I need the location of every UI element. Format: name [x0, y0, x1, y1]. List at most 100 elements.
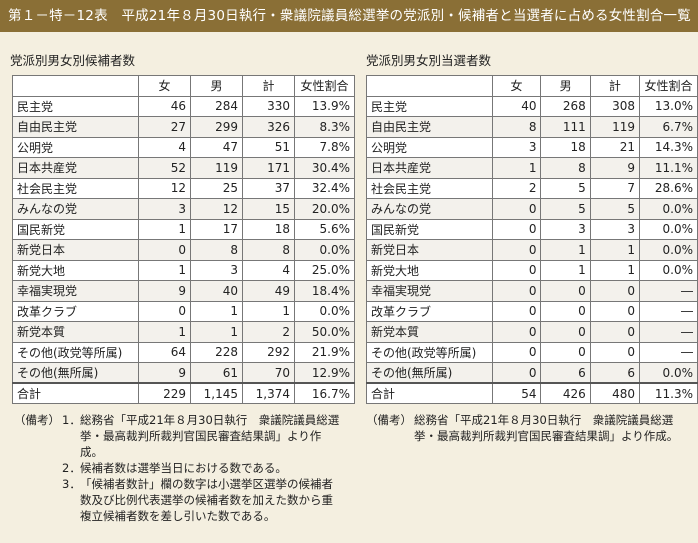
value-cell: 0 [589, 280, 641, 302]
party-name-cell: 新党大地 [366, 259, 493, 281]
table-row: 民主党 46 284 330 13.9% [12, 95, 355, 117]
value-cell: 1 [540, 239, 591, 261]
value-cell: 3 [138, 198, 191, 220]
value-cell: 292 [242, 341, 295, 363]
value-cell: 50.0% [294, 321, 355, 343]
value-cell: 1 [242, 300, 295, 322]
value-cell: 3 [190, 259, 243, 281]
value-cell: 0 [491, 218, 542, 240]
value-cell: 8.3% [294, 116, 355, 138]
value-cell: 6 [540, 362, 591, 384]
party-name-cell: 幸福実現党 [12, 280, 139, 302]
value-cell: 18.4% [294, 280, 355, 302]
table-row: 新党日本 0 1 1 0.0% [366, 239, 698, 261]
table-row: 民主党 40 268 308 13.0% [366, 95, 698, 117]
value-cell: 4 [242, 259, 295, 281]
value-cell: 20.0% [294, 198, 355, 220]
value-cell: 5 [540, 198, 591, 220]
table-row: 自由民主党 8 111 119 6.7% [366, 116, 698, 138]
party-name-cell: みんなの党 [12, 198, 139, 220]
note-text: 候補者数は選挙当日における数である。 [80, 461, 287, 475]
note-item: （備考） 1． 総務省「平成21年８月30日執行 衆議院議員総選挙・最高裁判所裁判官… [14, 412, 344, 460]
value-cell: 25 [190, 177, 243, 199]
value-cell: 268 [540, 95, 591, 117]
table-row: その他(政党等所属) 0 0 0 ― [366, 341, 698, 363]
party-name-cell: 新党大地 [12, 259, 139, 281]
value-cell: 61 [190, 362, 243, 384]
value-cell: 0.0% [639, 239, 698, 261]
table-row: その他(無所属) 9 61 70 12.9% [12, 362, 355, 384]
value-cell: 7.8% [294, 136, 355, 158]
value-cell: 6 [589, 362, 641, 384]
table-row: 新党日本 0 8 8 0.0% [12, 239, 355, 261]
value-cell: 0 [540, 280, 591, 302]
party-name-cell: 幸福実現党 [366, 280, 493, 302]
party-name-cell: 新党本質 [366, 321, 493, 343]
value-cell: 54 [491, 382, 542, 404]
value-cell: 12.9% [294, 362, 355, 384]
table-row: 新党本質 0 0 0 ― [366, 321, 698, 343]
value-cell: 14.3% [639, 136, 698, 158]
value-cell: ― [639, 280, 698, 302]
value-cell: 0 [540, 341, 591, 363]
value-cell: 0 [589, 321, 641, 343]
value-cell: 12 [138, 177, 191, 199]
total-row: 合計 54 426 480 11.3% [366, 382, 698, 404]
table-row: 日本共産党 1 8 9 11.1% [366, 157, 698, 179]
table-row: 公明党 3 18 21 14.3% [366, 136, 698, 158]
value-cell: 326 [242, 116, 295, 138]
party-name-cell: その他(政党等所属) [12, 341, 139, 363]
value-cell: 51 [242, 136, 295, 158]
party-name-cell: みんなの党 [366, 198, 493, 220]
notes-label: （備考） [366, 413, 412, 427]
column-header: 計 [242, 75, 295, 97]
value-cell: 16.7% [294, 382, 355, 404]
note-text: 「候補者数計」欄の数字は小選挙区選挙の候補者数及び比例代表選挙の候補者数を加えた… [80, 477, 333, 523]
value-cell: 11.1% [639, 157, 698, 179]
value-cell: 9 [138, 362, 191, 384]
value-cell: 111 [540, 116, 591, 138]
value-cell: 11.3% [639, 382, 698, 404]
value-cell: 299 [190, 116, 243, 138]
table-row: 公明党 4 47 51 7.8% [12, 136, 355, 158]
winners-table: 女男計女性割合 民主党 40 268 308 13.0% 自由民主党 8 111 119 6.7%… [366, 75, 698, 404]
column-header: 計 [589, 75, 641, 97]
value-cell: 171 [242, 157, 295, 179]
value-cell: 0.0% [639, 198, 698, 220]
value-cell: 5 [589, 198, 641, 220]
column-header: 女 [491, 75, 542, 97]
value-cell: 52 [138, 157, 191, 179]
value-cell: 70 [242, 362, 295, 384]
value-cell: 1 [589, 259, 641, 281]
column-header: 女 [138, 75, 191, 97]
value-cell: 0.0% [294, 300, 355, 322]
value-cell: 13.0% [639, 95, 698, 117]
table-row: 改革クラブ 0 0 0 ― [366, 300, 698, 322]
value-cell: 32.4% [294, 177, 355, 199]
value-cell: 40 [491, 95, 542, 117]
value-cell: 3 [540, 218, 591, 240]
value-cell: ― [639, 341, 698, 363]
value-cell: 12 [190, 198, 243, 220]
value-cell: 6.7% [639, 116, 698, 138]
value-cell: 1 [190, 300, 243, 322]
value-cell: 0 [138, 300, 191, 322]
value-cell: 21.9% [294, 341, 355, 363]
candidates-heading: 党派別男女別候補者数 [10, 53, 136, 68]
table-row: 幸福実現党 0 0 0 ― [366, 280, 698, 302]
column-header: 男 [190, 75, 243, 97]
value-cell: 1 [138, 321, 191, 343]
candidates-table: 女男計女性割合 民主党 46 284 330 13.9% 自由民主党 27 299 326 8.3… [12, 75, 355, 404]
party-name-cell: 改革クラブ [12, 300, 139, 322]
value-cell: 18 [540, 136, 591, 158]
value-cell: 47 [190, 136, 243, 158]
table-row: 日本共産党 52 119 171 30.4% [12, 157, 355, 179]
note-text: 総務省「平成21年８月30日執行 衆議院議員総選挙・最高裁判所裁判官国民審査結果… [80, 413, 340, 459]
table-row: みんなの党 3 12 15 20.0% [12, 198, 355, 220]
note-item: 3． 「候補者数計」欄の数字は小選挙区選挙の候補者数及び比例代表選挙の候補者数を加… [14, 476, 344, 524]
winners-notes: （備考） 総務省「平成21年８月30日執行 衆議院議員総選挙・最高裁判所裁判官国… [366, 412, 691, 444]
table-row: 国民新党 1 17 18 5.6% [12, 218, 355, 240]
value-cell: 27 [138, 116, 191, 138]
party-name-cell: 改革クラブ [366, 300, 493, 322]
value-cell: 308 [589, 95, 641, 117]
